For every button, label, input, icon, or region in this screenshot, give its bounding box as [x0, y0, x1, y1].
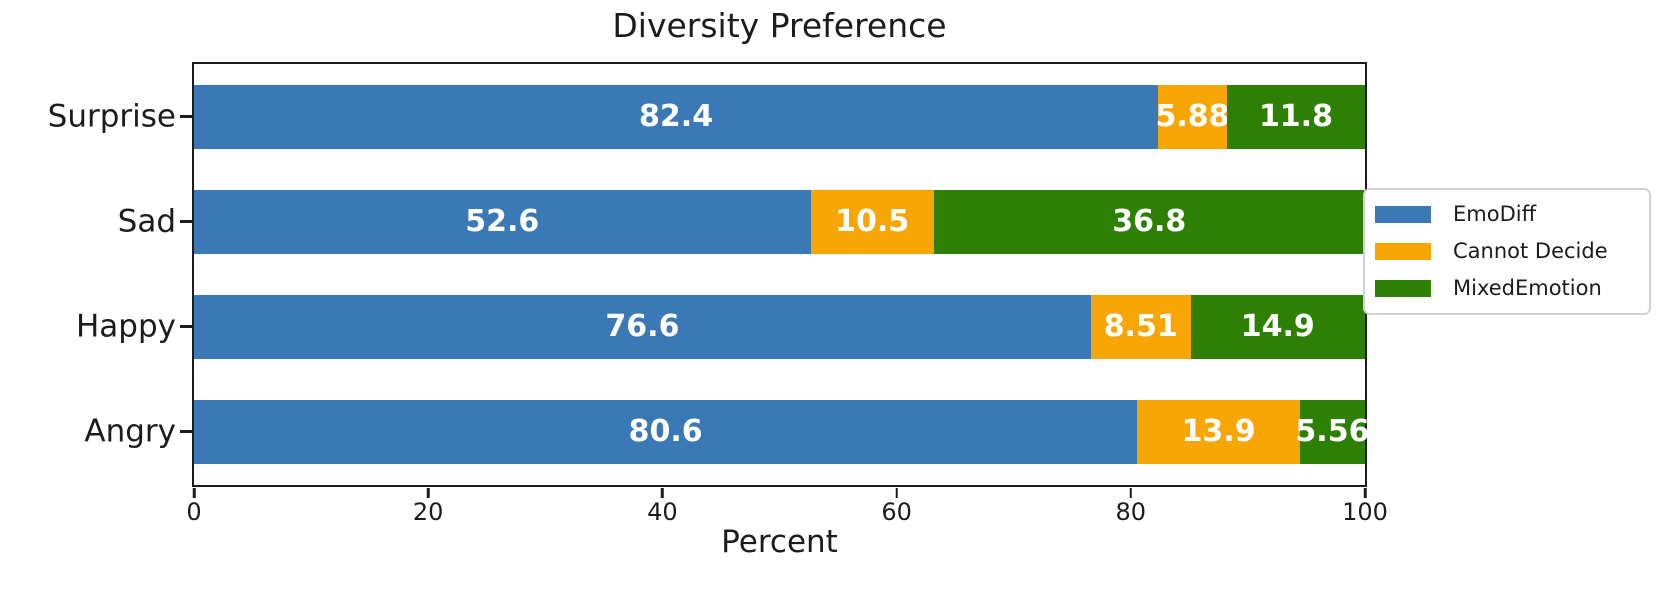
legend-label: MixedEmotion	[1453, 276, 1602, 300]
x-tick-label-80: 80	[1115, 498, 1147, 526]
bar-row-sad: 52.6 10.5 36.8	[194, 189, 1365, 254]
bar-segment-cannot-decide: 5.88	[1155, 84, 1230, 149]
legend-label: Cannot Decide	[1453, 239, 1608, 263]
bar-value-label: 36.8	[1112, 203, 1187, 239]
x-tick-mark	[661, 488, 664, 498]
bar-value-label: 80.6	[628, 413, 703, 449]
bar-segment-mixedemotion: 5.56	[1295, 399, 1369, 464]
y-tick-mark	[180, 220, 192, 223]
x-axis-label: Percent	[721, 524, 838, 560]
bar-segment-mixedemotion: 14.9	[1190, 294, 1365, 359]
bar-segment-emodiff: 82.4	[194, 84, 1159, 149]
x-tick-mark	[1129, 488, 1133, 498]
bar-segment-emodiff: 80.6	[194, 399, 1138, 464]
bar-value-label: 11.8	[1258, 98, 1333, 134]
bar-segment-cannot-decide: 10.5	[810, 189, 934, 254]
bar-value-label: 10.5	[835, 203, 910, 239]
legend-label: EmoDiff	[1453, 202, 1537, 226]
bar-segment-cannot-decide: 8.51	[1090, 294, 1191, 359]
bar-value-label: 5.56	[1295, 413, 1370, 449]
bar-value-label: 76.6	[605, 308, 680, 344]
chart-title: Diversity Preference	[612, 6, 947, 45]
bar-value-label: 13.9	[1181, 413, 1256, 449]
y-tick-label-happy: Happy	[75, 308, 176, 344]
bar-value-label: 82.4	[639, 98, 714, 134]
x-tick-mark	[1363, 488, 1367, 498]
legend-swatch	[1375, 206, 1431, 223]
y-tick-label-sad: Sad	[117, 203, 176, 239]
bar-value-label: 14.9	[1240, 308, 1315, 344]
y-tick-label-surprise: Surprise	[47, 98, 176, 134]
bar-segment-mixedemotion: 36.8	[933, 189, 1365, 254]
bar-value-label: 5.88	[1155, 98, 1230, 134]
x-tick-mark	[895, 488, 898, 498]
x-tick-label-0: 0	[186, 498, 202, 526]
x-tick-label-60: 60	[881, 498, 912, 526]
x-tick-mark	[192, 488, 196, 498]
x-tick-label-40: 40	[647, 498, 678, 526]
bar-segment-emodiff: 76.6	[194, 294, 1091, 359]
y-tick-mark	[180, 325, 192, 328]
bar-row-happy: 76.6 8.51 14.9	[194, 294, 1365, 359]
x-tick-label-100: 100	[1342, 498, 1388, 526]
legend: EmoDiff Cannot Decide MixedEmotion	[1363, 188, 1651, 315]
y-tick-label-angry: Angry	[84, 413, 176, 449]
bar-row-angry: 80.6 13.9 5.56	[194, 399, 1369, 464]
bar-segment-cannot-decide: 13.9	[1137, 399, 1300, 464]
bar-value-label: 52.6	[465, 203, 540, 239]
x-tick-mark	[426, 488, 430, 498]
bar-segment-mixedemotion: 11.8	[1226, 84, 1365, 149]
y-tick-mark	[180, 115, 192, 118]
bar-segment-emodiff: 52.6	[194, 189, 811, 254]
bar-value-label: 8.51	[1103, 308, 1178, 344]
legend-item-cannot-decide: Cannot Decide	[1375, 241, 1639, 262]
legend-item-mixedemotion: MixedEmotion	[1375, 278, 1639, 299]
y-tick-mark	[180, 430, 192, 433]
legend-swatch	[1375, 243, 1431, 260]
x-tick-label-20: 20	[412, 498, 444, 526]
plot-area: 82.4 5.88 11.8 Surprise 52.6 10.5 36.8 Sad 76.6 8…	[48, 62, 1388, 524]
bar-row-surprise: 82.4 5.88 11.8	[194, 84, 1365, 149]
legend-item-emodiff: EmoDiff	[1375, 204, 1639, 225]
legend-swatch	[1375, 280, 1431, 297]
